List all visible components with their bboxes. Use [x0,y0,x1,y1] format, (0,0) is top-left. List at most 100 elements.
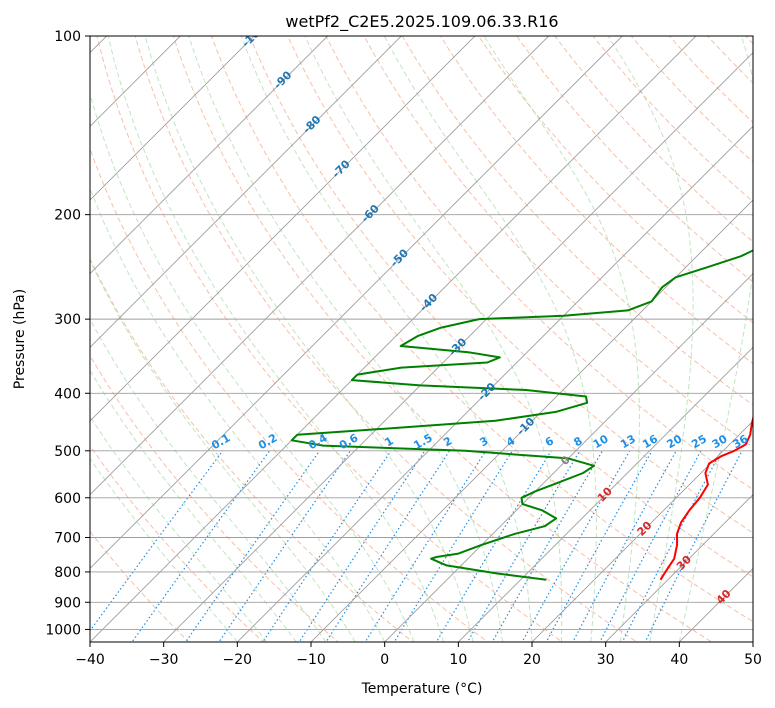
isotherm-line [90,36,550,496]
mixing-ratio-label: 6 [543,434,556,449]
dry-adiabats [90,10,775,654]
mixing-ratio-line [131,450,271,642]
dewpoint-profile [290,249,753,581]
moist-adiabat [240,36,533,642]
plot-frame [89,35,754,643]
dry-adiabat [90,444,265,642]
isotherm-line [163,52,753,642]
x-tick-label: 30 [597,652,615,668]
dry-adiabat [401,36,753,406]
x-axis-ticks: −40 −30 −20 −10 0 10 20 30 40 50 [75,642,762,668]
y-tick-label: 500 [54,444,81,460]
moist-adiabat [90,457,238,642]
dry-adiabat [90,257,414,642]
x-tick-label: 10 [449,652,467,668]
moist-adiabat [90,369,297,642]
isotherm-line [236,125,753,642]
mixing-ratio-line [621,450,722,642]
isotherm-label: -80 [300,113,323,136]
isotherm-label: -20 [475,380,498,403]
moist-adiabat [107,36,445,642]
x-tick-label: 50 [744,652,762,668]
mixing-ratio-label: 30 [710,432,730,451]
x-tick-label: −20 [223,652,253,668]
isotherm-line [90,36,623,569]
isotherm-line [752,641,753,642]
y-tick-label: 600 [54,491,81,507]
dry-adiabat [363,36,753,448]
moist-adiabats [90,36,753,642]
isotherm-line [0,9,60,654]
x-tick-label: −40 [75,652,105,668]
x-tick-label: 0 [380,652,389,668]
dry-adiabat [90,354,339,642]
mixing-ratio-line [491,450,604,642]
dry-adiabat [477,36,753,324]
isotherm-line [90,36,476,422]
isotherm-label: 20 [635,518,655,538]
dry-adiabat [96,36,564,642]
y-tick-label: 400 [54,386,81,402]
dry-adiabat [90,147,489,642]
temperature-profile [659,414,753,581]
moist-adiabat [188,36,503,642]
moist-adiabat [607,36,694,642]
isotherm-line [90,36,181,127]
moist-adiabat [678,36,753,642]
mixing-ratio-label: 13 [618,432,638,451]
moist-adiabat [383,36,597,642]
dry-adiabat [325,36,753,491]
y-tick-label: 300 [54,312,81,328]
mixing-ratio-label: 10 [591,432,611,451]
mixing-ratio-label: 3 [477,434,490,449]
isotherm-line [90,36,329,275]
dry-adiabat [706,36,753,84]
mixing-ratio-line [599,450,702,642]
x-tick-label: −10 [296,652,326,668]
isotherm-label: 0 [558,453,573,468]
dry-adiabat [758,10,775,654]
moist-adiabat [90,415,268,642]
isotherm-label: -90 [271,68,294,91]
moist-adiabat [304,36,563,642]
mixing-ratio-line [325,450,451,642]
y-tick-label: 700 [54,531,81,547]
isotherm-label: 10 [595,484,615,504]
moist-adiabat [90,258,356,642]
sounding-profiles [290,249,753,581]
isotherm-label: 40 [714,587,734,607]
isotherm-line [531,420,753,642]
isotherm-line [605,494,753,642]
dry-adiabat [134,36,638,642]
dry-adiabat [516,36,753,283]
mixing-ratio-line [644,450,743,642]
y-tick-label: 200 [54,208,81,224]
dry-adiabat [554,36,753,243]
moist-adiabat [144,36,474,642]
x-axis-title: Temperature (°C) [361,681,483,697]
x-tick-label: 20 [523,652,541,668]
isotherm-line [457,346,753,642]
isotherm-line [90,36,402,348]
dry-adiabat [744,36,753,45]
mixing-ratio-label: 8 [571,434,584,449]
line-labels: -100-90-80-70-60-50-40-30-20-10010203040… [209,36,750,607]
dry-adiabat [90,530,190,642]
isotherm-line [90,36,255,201]
y-axis-ticks: 100 200 300 400 500 600 700 800 900 1000 [45,29,90,638]
y-tick-label: 800 [54,565,81,581]
skewed-isotherms [0,9,753,654]
dry-adiabat [249,36,753,578]
dry-adiabat [668,36,753,124]
isotherm-label: -30 [446,335,469,358]
moist-adiabat [90,318,327,642]
isotherm-label: -70 [330,157,353,180]
moist-adiabat [483,36,640,642]
y-tick-label: 900 [54,595,81,611]
isotherm-label: -50 [388,246,411,269]
mixing-ratio-label: 25 [689,432,709,451]
y-axis-title: Pressure (hPa) [12,289,28,389]
dry-adiabat [287,36,753,534]
mixing-ratio-line [262,450,392,642]
